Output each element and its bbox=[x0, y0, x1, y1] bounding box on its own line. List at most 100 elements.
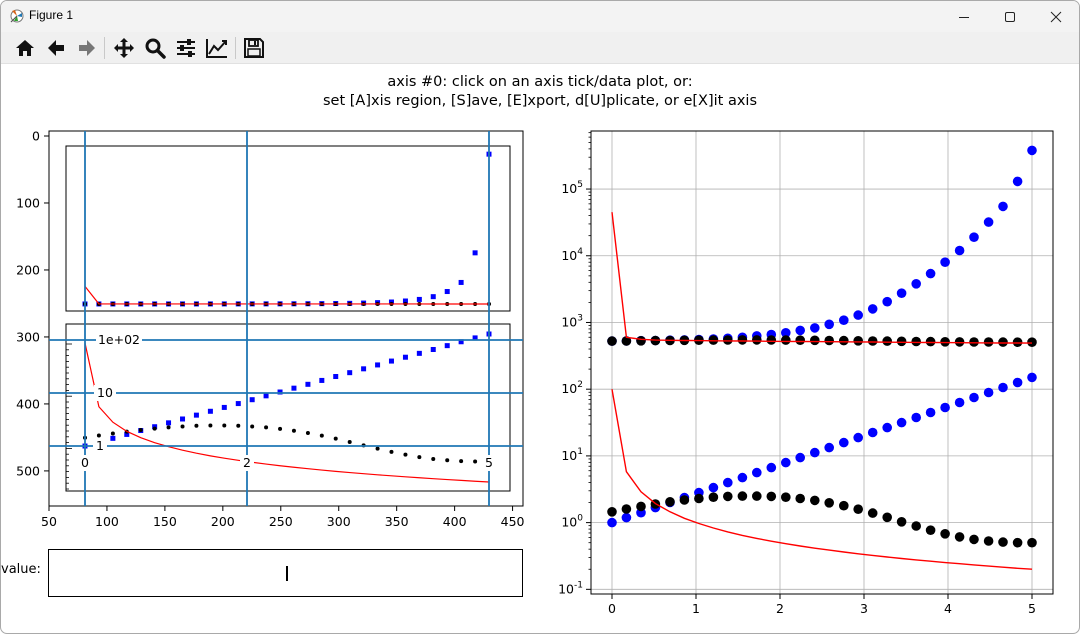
toolbar-separator bbox=[104, 37, 105, 59]
axes-edit-button[interactable] bbox=[204, 35, 230, 61]
navigation-toolbar bbox=[1, 32, 1079, 64]
minimize-button[interactable] bbox=[941, 1, 987, 32]
inset-point bbox=[375, 362, 381, 368]
x-tick-label: 2 bbox=[776, 601, 784, 616]
data-point bbox=[810, 335, 820, 346]
data-point bbox=[781, 457, 791, 468]
inset-point bbox=[291, 428, 296, 433]
y-tick-label: 300 bbox=[16, 329, 40, 344]
data-point bbox=[969, 392, 979, 403]
data-point bbox=[954, 337, 965, 347]
pan-button[interactable] bbox=[111, 35, 137, 61]
inset-point bbox=[472, 335, 478, 341]
y-tick-label: 10-1 bbox=[558, 580, 583, 596]
data-point bbox=[824, 442, 834, 453]
close-icon bbox=[1050, 11, 1062, 22]
data-point bbox=[882, 422, 892, 433]
back-button[interactable] bbox=[43, 35, 69, 61]
data-point bbox=[795, 452, 805, 463]
inset-point bbox=[347, 370, 353, 376]
axes-edit-icon bbox=[206, 39, 227, 58]
inset-point bbox=[180, 416, 186, 422]
x-tick-label: 100 bbox=[95, 514, 119, 529]
inset-point bbox=[110, 431, 115, 436]
data-point bbox=[752, 467, 762, 478]
y-tick-label: 102 bbox=[561, 380, 583, 396]
selection-label[interactable]: 1 bbox=[96, 438, 104, 453]
y-tick-label: 400 bbox=[16, 396, 40, 411]
value-label: value: bbox=[1, 562, 41, 577]
data-point bbox=[998, 537, 1008, 547]
data-point bbox=[621, 336, 632, 346]
close-button[interactable] bbox=[1033, 1, 1079, 32]
data-point bbox=[824, 335, 834, 346]
data-point bbox=[940, 337, 950, 347]
selection-label[interactable]: 10 bbox=[97, 385, 113, 400]
inset-point bbox=[347, 439, 352, 444]
x-tick-label: 250 bbox=[269, 514, 293, 529]
selection-label[interactable]: 5 bbox=[485, 455, 493, 470]
data-point bbox=[607, 336, 617, 346]
inset-point bbox=[333, 436, 338, 441]
maximize-icon bbox=[1005, 11, 1015, 22]
maximize-button[interactable] bbox=[987, 1, 1033, 32]
x-tick-label: 300 bbox=[327, 514, 351, 529]
chart-axes[interactable]: 0 1 2 3 4 5 10-1 100 101 102 103 104 105 bbox=[539, 64, 1079, 633]
inset-point bbox=[180, 424, 185, 429]
axis-selection-lines[interactable] bbox=[49, 131, 523, 506]
data-point bbox=[969, 232, 979, 242]
inset-point bbox=[445, 458, 450, 463]
inset-point bbox=[138, 427, 143, 432]
data-point bbox=[853, 310, 863, 320]
selection-label[interactable]: 0 bbox=[81, 455, 89, 470]
inset-point bbox=[193, 412, 199, 418]
inset-point bbox=[389, 449, 394, 454]
data-point bbox=[882, 296, 892, 307]
subplots-config-button[interactable] bbox=[173, 35, 199, 61]
toolbar-separator bbox=[235, 37, 236, 59]
zoom-button[interactable] bbox=[142, 35, 168, 61]
data-point bbox=[925, 336, 936, 347]
selection-label[interactable]: 2 bbox=[243, 455, 251, 470]
data-point bbox=[896, 517, 907, 527]
save-button[interactable] bbox=[241, 35, 267, 61]
data-point bbox=[1027, 337, 1037, 348]
inset-point bbox=[333, 374, 339, 380]
figure-canvas[interactable]: axis #0: click on an axis tick/data plot… bbox=[1, 64, 1079, 633]
inset-point bbox=[459, 459, 464, 464]
matplotlib-icon bbox=[10, 9, 24, 23]
data-point bbox=[925, 268, 936, 279]
data-point bbox=[998, 337, 1008, 347]
data-point bbox=[810, 323, 820, 333]
data-point bbox=[983, 387, 994, 398]
value-input[interactable] bbox=[48, 549, 523, 597]
data-point bbox=[925, 525, 936, 535]
data-point bbox=[896, 417, 907, 428]
data-point bbox=[1012, 377, 1023, 388]
forward-button[interactable] bbox=[74, 35, 100, 61]
inset-point bbox=[402, 298, 408, 304]
selection-label[interactable]: 1e+02 bbox=[98, 332, 140, 347]
inset-point bbox=[305, 381, 311, 387]
inset-point bbox=[417, 455, 422, 460]
data-point bbox=[636, 336, 646, 346]
data-point bbox=[1012, 176, 1023, 187]
data-point bbox=[911, 336, 921, 347]
data-point bbox=[708, 492, 719, 503]
data-point bbox=[607, 507, 617, 517]
data-point bbox=[925, 407, 936, 418]
data-point bbox=[621, 504, 632, 514]
data-point bbox=[867, 508, 878, 518]
home-icon bbox=[16, 40, 34, 56]
data-point bbox=[679, 495, 690, 505]
selection-label-bg bbox=[93, 438, 107, 454]
inset-point bbox=[236, 423, 241, 428]
inset-point bbox=[473, 459, 478, 464]
data-point bbox=[998, 201, 1008, 212]
data-point bbox=[983, 217, 994, 227]
inset-point bbox=[416, 350, 422, 356]
home-button[interactable] bbox=[12, 35, 38, 61]
data-point bbox=[607, 517, 617, 528]
image-axes[interactable]: 50 100 150 200 250 300 350 400 450 0100200300400… bbox=[1, 64, 541, 554]
